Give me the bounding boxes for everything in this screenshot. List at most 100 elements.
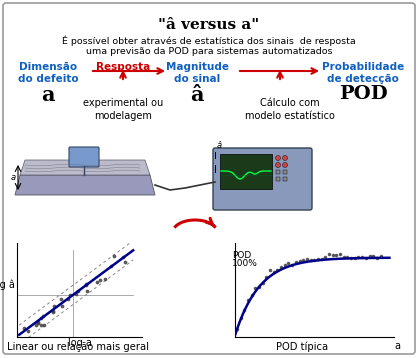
Point xyxy=(344,254,351,260)
Bar xyxy=(276,177,280,181)
Point xyxy=(322,254,328,260)
Point xyxy=(374,255,380,261)
Text: Resposta: Resposta xyxy=(96,62,150,72)
Point xyxy=(35,319,41,325)
Text: a: a xyxy=(10,173,16,182)
Bar xyxy=(283,170,287,174)
Point xyxy=(20,325,27,331)
Circle shape xyxy=(276,163,280,168)
Point xyxy=(289,262,295,268)
Point xyxy=(307,257,314,263)
Point xyxy=(237,315,244,321)
Point xyxy=(38,322,44,328)
Point xyxy=(248,292,255,298)
Point xyxy=(352,255,358,261)
Text: POD: POD xyxy=(233,251,252,260)
Text: experimental ou
modelagem: experimental ou modelagem xyxy=(83,98,163,121)
Point xyxy=(348,255,354,261)
Point xyxy=(370,253,377,259)
X-axis label: log a: log a xyxy=(68,338,91,348)
Circle shape xyxy=(282,163,287,168)
Point xyxy=(337,251,344,257)
Point xyxy=(233,326,240,332)
Text: É possível obter através de estatística dos sinais  de resposta: É possível obter através de estatística … xyxy=(62,36,356,47)
Point xyxy=(359,255,365,260)
Text: a: a xyxy=(41,85,55,105)
Point xyxy=(38,315,44,320)
Text: â: â xyxy=(190,85,204,105)
FancyBboxPatch shape xyxy=(213,148,312,210)
Point xyxy=(270,270,277,275)
Text: a: a xyxy=(395,341,401,351)
Text: Dimensão
do defeito: Dimensão do defeito xyxy=(18,62,78,84)
Point xyxy=(58,303,65,309)
Point xyxy=(67,292,74,298)
Point xyxy=(64,296,71,302)
Point xyxy=(51,303,57,309)
Point xyxy=(266,267,273,272)
Y-axis label: log â: log â xyxy=(0,280,16,290)
Text: Cálculo com
modelo estatístico: Cálculo com modelo estatístico xyxy=(245,98,335,121)
Point xyxy=(362,255,369,261)
Polygon shape xyxy=(20,160,150,175)
Point xyxy=(263,275,270,280)
Text: Magnitude
do sinal: Magnitude do sinal xyxy=(166,62,228,84)
Text: Linear ou relação mais geral: Linear ou relação mais geral xyxy=(7,342,149,352)
Point xyxy=(39,313,46,319)
Point xyxy=(282,262,288,268)
Point xyxy=(326,251,332,257)
Point xyxy=(300,257,307,263)
Point xyxy=(274,267,281,273)
Polygon shape xyxy=(15,175,155,195)
Point xyxy=(278,264,285,270)
Point xyxy=(245,297,251,303)
Text: uma previsão da POD para sistemas automatizados: uma previsão da POD para sistemas automa… xyxy=(86,47,332,56)
Text: POD: POD xyxy=(339,85,388,103)
Bar xyxy=(276,170,280,174)
Point xyxy=(94,279,101,285)
Point xyxy=(340,254,347,260)
Text: â: â xyxy=(217,141,222,150)
Point xyxy=(315,256,321,262)
Point xyxy=(256,284,262,290)
Text: POD típica: POD típica xyxy=(276,342,328,352)
Point xyxy=(241,308,248,313)
Point xyxy=(33,322,40,328)
Point xyxy=(366,253,373,258)
Point xyxy=(111,253,117,259)
Point xyxy=(252,285,259,291)
Point xyxy=(82,281,89,287)
Point xyxy=(285,260,292,266)
Point xyxy=(73,291,80,297)
Point xyxy=(296,258,303,264)
Bar xyxy=(283,177,287,181)
Point xyxy=(96,277,103,283)
Point xyxy=(102,276,109,282)
Point xyxy=(107,263,114,269)
Point xyxy=(74,288,81,294)
FancyBboxPatch shape xyxy=(3,3,415,354)
Point xyxy=(122,259,129,265)
Bar xyxy=(220,154,272,189)
Point xyxy=(120,254,127,260)
Point xyxy=(311,257,318,263)
Point xyxy=(377,253,384,259)
Point xyxy=(49,309,56,314)
Point xyxy=(259,280,266,285)
Point xyxy=(292,259,299,265)
Point xyxy=(83,288,90,294)
Circle shape xyxy=(276,155,280,160)
Point xyxy=(329,252,336,258)
Point xyxy=(318,256,325,262)
Circle shape xyxy=(282,155,287,160)
Text: Probabilidade
de detecção: Probabilidade de detecção xyxy=(322,62,404,84)
Point xyxy=(303,256,310,262)
Point xyxy=(83,282,89,288)
Point xyxy=(41,322,47,328)
FancyBboxPatch shape xyxy=(69,147,99,167)
Text: 100%: 100% xyxy=(233,259,258,268)
Text: "â versus a": "â versus a" xyxy=(158,18,260,32)
Point xyxy=(49,309,56,315)
Point xyxy=(355,255,362,260)
Point xyxy=(333,252,340,257)
